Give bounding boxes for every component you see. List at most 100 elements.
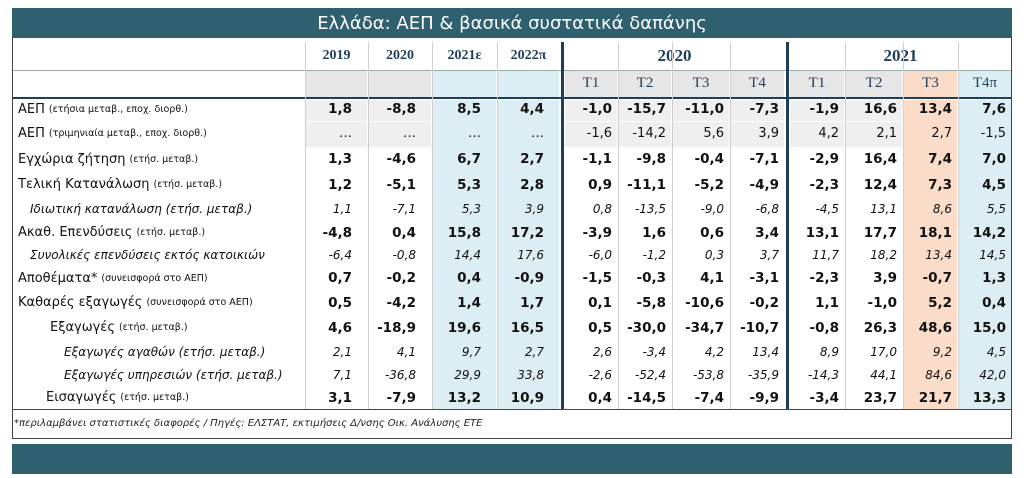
row-shade [731,100,784,121]
bottom-bar [12,444,1012,474]
group-divider [786,42,789,409]
row-label: Εγχώρια ζήτηση (ετήσ. μεταβ.) [18,146,305,172]
row-shade [306,100,367,121]
table-border [12,38,1012,439]
row-label-text: Τελική Κατανάλωση [18,177,150,192]
value-cell: 7,6 [982,101,1006,117]
row-label: Καθαρές εξαγωγές (συνεισφορά στο ΑΕΠ) [18,290,305,315]
value-cell: -11,0 [685,101,724,117]
column-shade [904,100,957,409]
body-rule [12,409,1012,410]
row-label: ΑΕΠ (ετήσια μεταβ., εποχ. διορθ.) [18,98,305,120]
row-label-text: Εισαγωγές [46,390,117,405]
value-cell: 23,7 [863,389,897,406]
row-shade [369,100,431,121]
value-cell: -9,9 [749,389,779,406]
value-cell: 16,4 [863,151,897,167]
column-shade [433,100,496,409]
column-divider [368,42,369,409]
value-cell: 5,2 [928,294,952,311]
value-cell: 29,9 [454,367,481,382]
column-shade [498,100,559,409]
quarter-shade [904,70,957,97]
annual-header: 2021ε [447,48,482,63]
value-cell: -35,9 [747,367,779,382]
value-cell: 84,6 [925,367,952,382]
value-cell: -1,6 [586,125,612,141]
value-cell: 1,6 [642,224,666,241]
row-label-note: (ετήσ. μεταβ.) [118,322,188,333]
value-cell: -3,1 [749,270,779,286]
header-rule [12,97,1012,99]
row-label-text: ΑΕΠ [18,125,45,141]
column-divider [497,42,498,409]
value-cell: 11,7 [812,248,839,262]
value-cell: -6,0 [588,248,612,262]
annual-header: 2019 [322,48,351,63]
value-cell: 0,8 [592,202,612,216]
value-cell: 2,1 [332,344,352,359]
row-label-text: Εξαγωγές αγαθών (ετήσ. μεταβ.) [64,344,266,359]
value-cell: 18,1 [918,224,952,241]
value-cell: 14,4 [454,248,481,262]
value-cell: -1,2 [642,248,666,262]
value-cell: -2,3 [809,176,839,193]
value-cell: 1,2 [328,176,352,193]
value-cell: -4,2 [386,294,416,311]
value-cell: 13,4 [925,248,952,262]
row-label-text: Καθαρές εξαγωγές [18,295,143,310]
row-label-note: (ετήσ. μεταβ.) [129,153,199,165]
quarter-header: Τ4π [972,75,998,91]
value-cell: -6,8 [755,202,779,216]
value-cell: 4,2 [818,125,839,141]
header-rule [12,70,1012,71]
value-cell: 3,9 [524,202,544,216]
group-divider [561,42,564,409]
value-cell: -14,3 [807,367,839,382]
value-cell: 14,5 [979,248,1006,262]
value-cell: 13,4 [918,101,952,117]
value-cell: -0,4 [694,151,724,167]
value-cell: -1,1 [582,151,612,167]
value-cell: 0,4 [392,224,416,241]
row-label-note: (συνεισφορά στο ΑΕΠ) [101,272,208,284]
value-cell: 13,1 [870,202,897,216]
value-cell: -0,8 [392,248,416,262]
value-cell: 26,3 [863,319,897,336]
value-cell: … [468,125,481,141]
value-cell: -3,9 [582,224,612,241]
header-shade [498,70,559,97]
row-shade [846,122,902,147]
row-label: Τελική Κατανάλωση (ετήσ. μεταβ.) [18,172,305,197]
value-cell: -10,7 [740,319,779,336]
value-cell: -8,8 [386,101,416,117]
value-cell: -0,9 [514,270,544,286]
row-shade [790,100,844,121]
row-label-text: Συνολικές επενδύσεις εκτός κατοικιών [30,248,265,262]
value-cell: 15,0 [972,319,1006,336]
row-label-text: Εγχώρια ζήτηση [18,151,126,167]
row-label: Εξαγωγές (ετήσ. μεταβ.) [50,315,305,340]
value-cell: … [339,125,352,141]
quarter-header: Τ2 [636,75,654,91]
title-bar [12,8,1012,38]
value-cell: 1,1 [815,294,839,311]
value-cell: -5,8 [636,294,666,311]
quarter-header: Τ3 [922,75,939,91]
row-label-text: Ακαθ. Επενδύσεις [18,225,133,240]
annual-header: 2022π [510,48,547,63]
value-cell: 0,3 [704,248,724,262]
row-shade [790,122,844,147]
column-divider [305,42,306,409]
row-shade [673,100,729,121]
value-cell: -14,2 [632,125,666,141]
value-cell: 48,6 [918,319,952,336]
row-label-text: Ιδιωτική κατανάλωση (ετήσ. μεταβ.) [30,202,253,216]
value-cell: 21,7 [918,389,952,406]
row-label-note: (ετήσ. μεταβ.) [153,179,223,190]
value-cell: -14,5 [627,389,666,406]
value-cell: 18,2 [870,248,897,262]
row-shade [673,122,729,147]
value-cell: 0,4 [457,270,481,286]
value-cell: -52,4 [634,367,666,382]
